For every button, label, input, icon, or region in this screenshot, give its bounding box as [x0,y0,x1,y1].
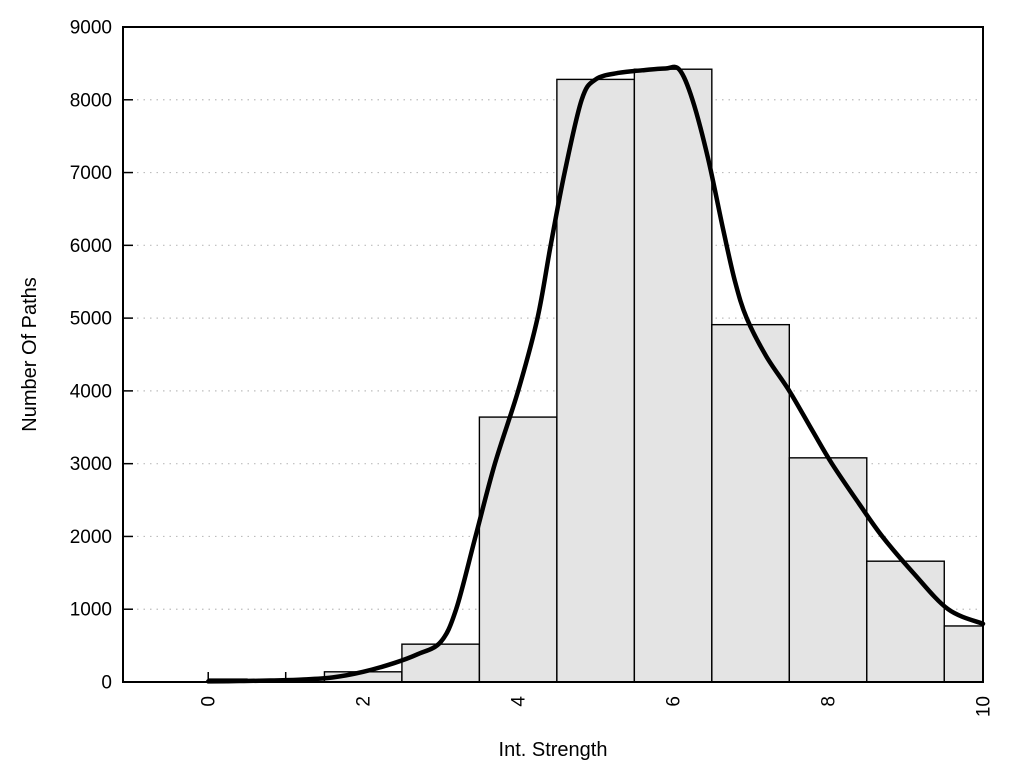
histogram-bar [866,560,945,683]
y-tick-label: 6000 [70,236,112,257]
y-axis-label: Number Of Paths [19,277,41,432]
histogram-bar [711,323,791,683]
x-tick-label: 0 [199,696,220,707]
x-tick-label: 8 [819,696,840,707]
histogram-bar [943,625,984,683]
y-tick-label: 9000 [70,18,112,39]
y-tick-label: 8000 [70,90,112,111]
histogram-bar [788,457,868,683]
y-tick-label: 0 [101,673,112,694]
y-tick-label: 2000 [70,527,112,548]
bar-layer [207,68,984,683]
x-tick-label: 6 [664,696,685,707]
y-tick-label: 5000 [70,309,112,330]
y-tick-label: 1000 [70,600,112,621]
x-axis-label: Int. Strength [499,739,608,761]
y-tick-label: 7000 [70,163,112,184]
x-tick-label: 4 [509,696,530,707]
plot-border [122,26,984,683]
histogram-bar [633,68,713,683]
y-tick-label: 3000 [70,454,112,475]
label-layer: Int. Strength Number Of Paths [19,277,607,761]
y-tick-label: 4000 [70,381,112,402]
histogram-bar [556,78,636,683]
frame-layer [122,26,984,683]
histogram-bar [478,416,558,683]
histogram-bar [401,643,481,683]
density-curve [205,64,986,684]
x-tick-label: 2 [354,696,375,707]
curve-layer [205,64,986,684]
x-tick-label: 10 [974,696,995,717]
